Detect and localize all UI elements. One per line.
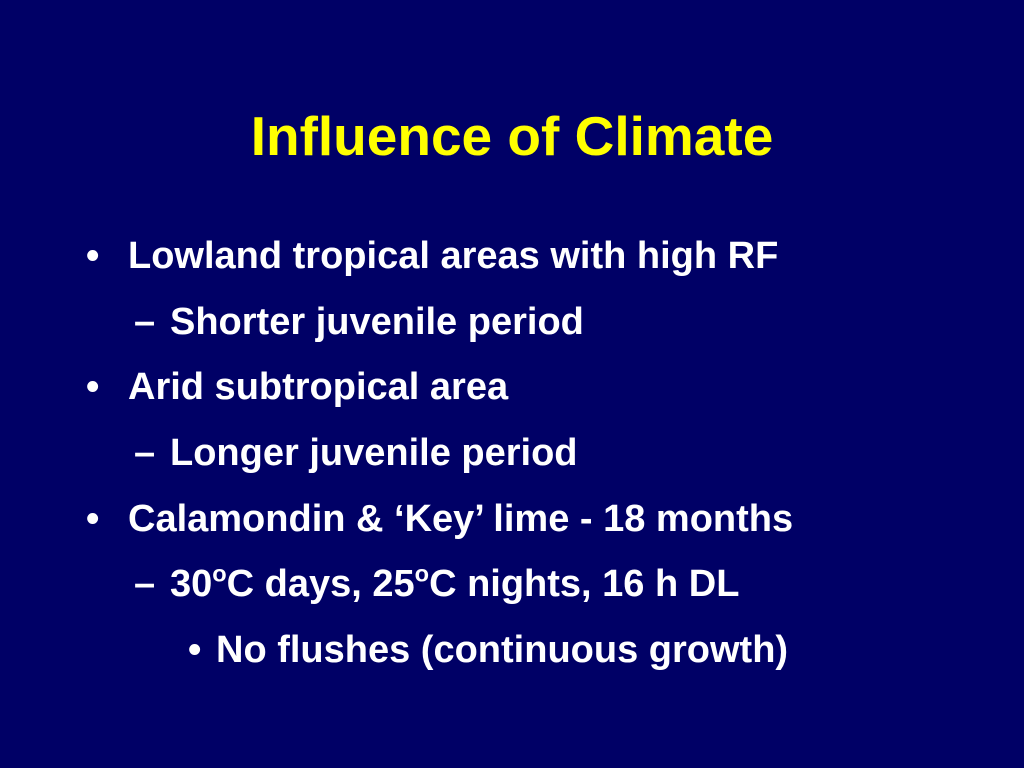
degree-superscript: o (414, 560, 430, 587)
bullet-text: Shorter juvenile period (170, 301, 584, 343)
bullet-text-part: C nights, 16 h DL (429, 563, 740, 605)
bullet-marker: • (188, 629, 202, 671)
sub-sub-bullet-item: • No flushes (continuous growth) (188, 624, 788, 676)
bullet-marker: • (86, 366, 100, 408)
bullet-text: Longer juvenile period (170, 432, 578, 474)
bullet-text: Calamondin & ‘Key’ lime - 18 months (128, 498, 794, 540)
dash-marker: – (134, 563, 156, 605)
dash-marker: – (134, 301, 156, 343)
degree-superscript: o (212, 560, 227, 587)
bullet-marker: • (86, 498, 100, 540)
bullet-item: • Lowland tropical areas with high RF (86, 230, 778, 282)
dash-marker: – (134, 432, 156, 474)
bullet-item: • Arid subtropical area (86, 361, 508, 413)
bullet-text: 30oC days, 25oC nights, 16 h DL (170, 560, 740, 605)
slide-title: Influence of Climate (250, 105, 774, 167)
bullet-marker: • (86, 235, 100, 277)
bullet-text: No flushes (continuous growth) (216, 629, 789, 671)
bullet-text: Arid subtropical area (128, 366, 509, 408)
sub-bullet-item: – Longer juvenile period (134, 427, 578, 479)
bullet-text: Lowland tropical areas with high RF (128, 235, 779, 277)
sub-bullet-item: – Shorter juvenile period (134, 296, 584, 348)
bullet-item: • Calamondin & ‘Key’ lime - 18 months (86, 493, 793, 545)
bullet-text-part: C days, 25 (226, 563, 415, 605)
bullet-text-part: 30 (170, 563, 213, 605)
sub-bullet-item: –30oC days, 25oC nights, 16 h DL (134, 558, 739, 610)
